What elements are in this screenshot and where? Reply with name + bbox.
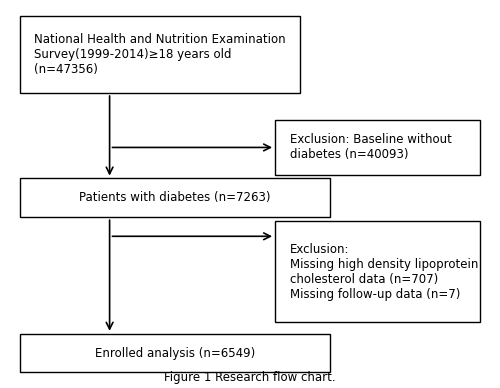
FancyBboxPatch shape [275, 120, 480, 175]
Text: Exclusion: Baseline without
diabetes (n=40093): Exclusion: Baseline without diabetes (n=… [290, 133, 452, 161]
FancyBboxPatch shape [20, 16, 300, 93]
FancyBboxPatch shape [20, 334, 330, 372]
Text: Figure 1 Research flow chart.: Figure 1 Research flow chart. [164, 371, 336, 384]
Text: National Health and Nutrition Examination
Survey(1999-2014)≥18 years old
(n=4735: National Health and Nutrition Examinatio… [34, 33, 286, 76]
Text: Exclusion:
Missing high density lipoprotein
cholesterol data (n=707)
Missing fol: Exclusion: Missing high density lipoprot… [290, 242, 478, 301]
FancyBboxPatch shape [20, 178, 330, 217]
Text: Patients with diabetes (n=7263): Patients with diabetes (n=7263) [79, 191, 271, 204]
FancyBboxPatch shape [275, 221, 480, 322]
Text: Enrolled analysis (n=6549): Enrolled analysis (n=6549) [95, 346, 255, 360]
